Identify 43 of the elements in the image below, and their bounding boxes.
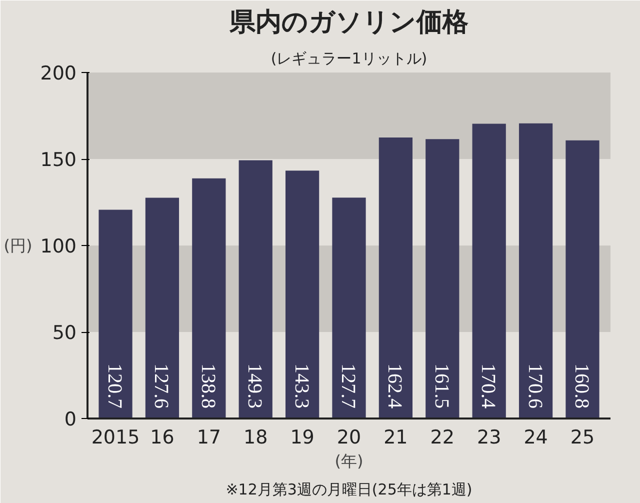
x-axis-title: (年)	[334, 452, 364, 470]
data-label: 149.3	[244, 364, 266, 408]
bar	[98, 210, 132, 418]
x-tick-label: 20	[336, 426, 362, 448]
bar	[238, 160, 272, 418]
data-label: 138.8	[196, 364, 219, 408]
data-label: 160.8	[570, 364, 592, 408]
bar	[378, 138, 413, 418]
data-label: 127.7	[337, 364, 359, 408]
data-label: 120.7	[104, 364, 126, 408]
bar	[566, 140, 600, 418]
bar	[472, 124, 506, 418]
y-tick-label: 100	[40, 236, 76, 258]
x-tick-label: 25	[570, 426, 595, 448]
bar	[332, 198, 366, 418]
bar	[285, 170, 320, 418]
y-tick-label: 200	[40, 62, 76, 84]
y-tick-label: 0	[64, 408, 77, 430]
text: ※12月第3週の月曜日(25年は第1週)	[226, 480, 472, 498]
y-tick-label: 150	[40, 149, 76, 171]
data-label: 143.3	[290, 364, 312, 408]
x-tick-label: 19	[290, 426, 314, 448]
bar	[145, 198, 180, 418]
x-tick-label: 17	[196, 426, 222, 448]
data-label: 162.4	[384, 364, 406, 408]
data-label: 127.6	[150, 364, 172, 408]
data-label: 170.6	[524, 364, 546, 408]
x-tick-label: 24	[524, 426, 548, 448]
y-axis-title: (円)	[4, 236, 32, 255]
x-tick-label: 22	[430, 426, 454, 448]
x-tick-label: 18	[244, 426, 268, 448]
data-label: 161.5	[430, 364, 452, 408]
x-tick-label: 23	[477, 426, 502, 448]
bar	[426, 139, 460, 418]
x-tick-label: 21	[384, 426, 408, 448]
chart-title: 県内のガソリン価格	[228, 8, 468, 38]
y-tick-label: 50	[52, 322, 77, 344]
data-label: 170.4	[477, 364, 500, 408]
bar	[192, 178, 226, 418]
x-tick-label: 16	[150, 426, 174, 448]
x-tick-label: 2015	[91, 426, 140, 448]
bar	[518, 123, 553, 418]
chart-subtitle: (レギュラー1リットル)	[270, 50, 428, 68]
